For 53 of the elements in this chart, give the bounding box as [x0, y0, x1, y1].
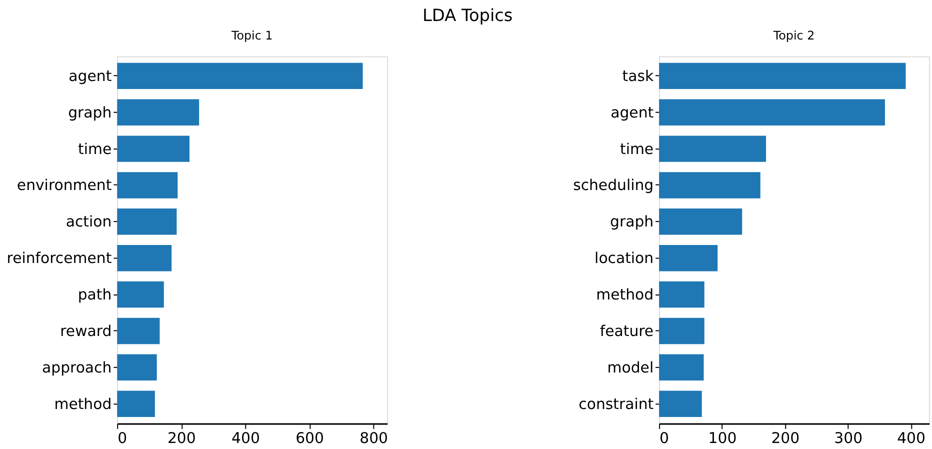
bar [117, 62, 363, 90]
bar [117, 172, 178, 198]
y-tick-label: graph [68, 103, 112, 122]
x-tick-label: 0 [118, 428, 128, 447]
y-tick-label: environment [16, 176, 112, 194]
bar [117, 390, 155, 417]
y-tick-label: graph [610, 212, 654, 231]
bar [659, 390, 702, 417]
bar [659, 99, 885, 126]
y-tick-label: path [78, 286, 112, 304]
bar [117, 281, 164, 308]
y-tick-label: reinforcement [6, 249, 112, 268]
text: LDA Topics [422, 5, 513, 26]
x-tick-label: 200 [771, 428, 800, 447]
y-tick-label: approach [42, 358, 112, 376]
y-tick-label: task [622, 66, 654, 85]
bar [659, 208, 742, 235]
bar [659, 281, 704, 308]
x-tick-label: 100 [708, 428, 737, 447]
y-tick-label: reward [60, 322, 112, 340]
bar [117, 99, 200, 126]
bar [117, 136, 190, 162]
y-tick-label: feature [600, 322, 654, 340]
x-tick-label: 300 [834, 428, 863, 447]
x-tick-label: 400 [232, 428, 260, 447]
x-tick-label: 0 [660, 428, 670, 447]
bar [117, 354, 157, 381]
x-tick-label: 400 [897, 428, 926, 447]
chart-title: Topic 2 [772, 28, 815, 42]
y-tick-label: location [594, 249, 654, 268]
y-tick-label: agent [610, 103, 654, 122]
y-tick-label: time [78, 140, 112, 158]
bar [659, 354, 704, 381]
bar [659, 318, 704, 344]
y-tick-label: time [620, 140, 654, 158]
y-tick-label: method [596, 286, 654, 304]
bar [659, 62, 906, 90]
bar [659, 244, 718, 272]
bar [117, 208, 177, 235]
x-tick-label: 200 [167, 428, 196, 447]
bar [659, 136, 766, 162]
bar [117, 318, 160, 344]
y-tick-label: scheduling [573, 176, 654, 194]
x-tick-label: 800 [360, 428, 388, 447]
y-tick-label: action [66, 212, 112, 231]
chart-title: Topic 1 [230, 28, 273, 42]
bar [659, 172, 760, 198]
x-tick-label: 600 [296, 428, 324, 447]
bar [117, 244, 172, 272]
y-tick-label: model [607, 358, 654, 376]
y-tick-label: agent [68, 66, 112, 85]
y-tick-label: method [54, 394, 112, 413]
y-tick-label: constraint [578, 394, 654, 413]
